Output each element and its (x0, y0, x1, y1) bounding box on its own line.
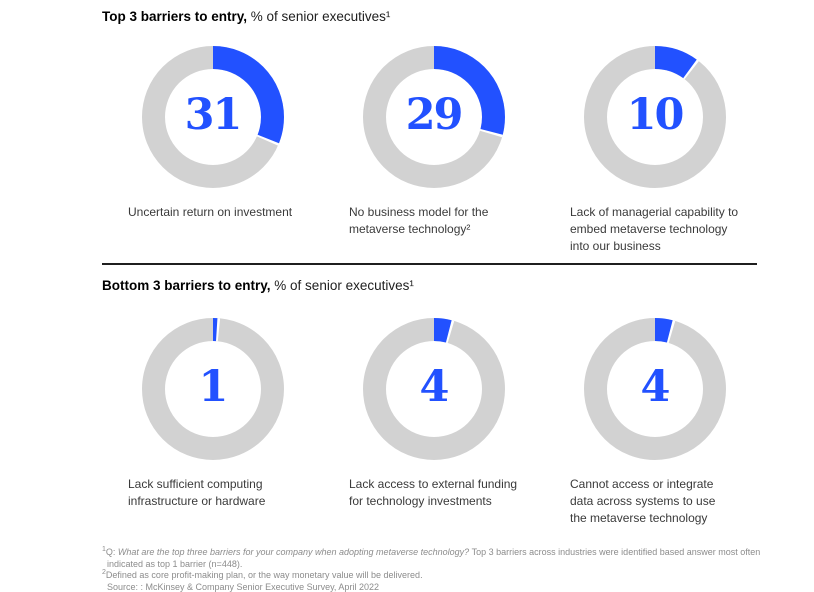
donut-label-bottom-1: Lack sufficient computing infrastructure… (128, 477, 266, 508)
section-title-top: Top 3 barriers to entry, % of senior exe… (102, 8, 814, 26)
bottom-donut-row: 1 Lack sufficient computing infrastructu… (102, 318, 814, 527)
section-divider (102, 263, 757, 265)
section-title-top-rest: % of senior executives¹ (247, 9, 391, 24)
footnote-1-prefix: Q: (105, 547, 118, 557)
donut-value-bottom-2: 4 (419, 362, 450, 412)
donut-top-3: 10 (583, 46, 726, 188)
donut-label-top-2: No business model for the metaverse tech… (349, 205, 489, 236)
section-title-top-bold: Top 3 barriers to entry, (102, 9, 248, 24)
donut-chart-top-3: 10 Lack of managerial capability to embe… (544, 46, 765, 255)
donut-label-bottom-3: Cannot access or integrate data across s… (570, 477, 716, 525)
donut-top-1: 31 (141, 46, 284, 188)
section-title-bottom: Bottom 3 barriers to entry, % of senior … (102, 277, 814, 295)
donut-chart-bottom-1: 1 Lack sufficient computing infrastructu… (102, 318, 323, 527)
footnote-1: 1Q: What are the top three barriers for … (102, 546, 770, 570)
donut-label-top-3: Lack of managerial capability to embed m… (570, 205, 739, 253)
donut-ring-bottom-1 (141, 318, 284, 460)
footnote-1-question: What are the top three barriers for your… (117, 547, 472, 557)
donut-label-top-1: Uncertain return on investment (128, 205, 293, 219)
donut-value-top-2: 29 (405, 90, 464, 140)
donut-ring-top-1 (141, 46, 284, 188)
donut-bottom-3: 4 (583, 318, 726, 460)
donut-bottom-1: 1 (141, 318, 284, 460)
donut-chart-bottom-3: 4 Cannot access or integrate data across… (544, 318, 765, 527)
top-donut-row: 31 Uncertain return on investment 29 No … (102, 46, 814, 255)
donut-chart-bottom-2: 4 Lack access to external funding for te… (323, 318, 544, 527)
donut-ring-top-2 (362, 46, 505, 188)
donut-chart-top-1: 31 Uncertain return on investment (102, 46, 323, 255)
footnote-2-text: Defined as core profit-making plan, or t… (105, 570, 423, 580)
footnote-1-rest: Top 3 barriers across industries were id… (107, 547, 761, 569)
donut-top-2: 29 (362, 46, 505, 188)
donut-value-top-1: 31 (184, 90, 243, 140)
footnote-1-sup: 1 (102, 546, 106, 553)
footnotes: 1Q: What are the top three barriers for … (102, 546, 770, 592)
donut-bottom-2: 4 (362, 318, 505, 460)
donut-value-top-3: 10 (626, 90, 685, 140)
section-title-bottom-bold: Bottom 3 barriers to entry, (102, 278, 271, 293)
section-title-bottom-rest: % of senior executives¹ (270, 278, 414, 293)
donut-value-bottom-3: 4 (640, 362, 671, 412)
donut-ring-bottom-3 (583, 318, 726, 460)
donut-label-bottom-2: Lack access to external funding for tech… (349, 477, 518, 508)
footnote-2: 2Defined as core profit-making plan, or … (102, 569, 770, 582)
donut-value-bottom-1: 1 (198, 362, 229, 412)
donut-ring-top-3 (583, 46, 726, 188)
donut-chart-top-2: 29 No business model for the metaverse t… (323, 46, 544, 255)
source-line: Source: : McKinsey & Company Senior Exec… (107, 581, 379, 592)
footnote-2-sup: 2 (102, 569, 106, 576)
donut-ring-bottom-2 (362, 318, 505, 460)
